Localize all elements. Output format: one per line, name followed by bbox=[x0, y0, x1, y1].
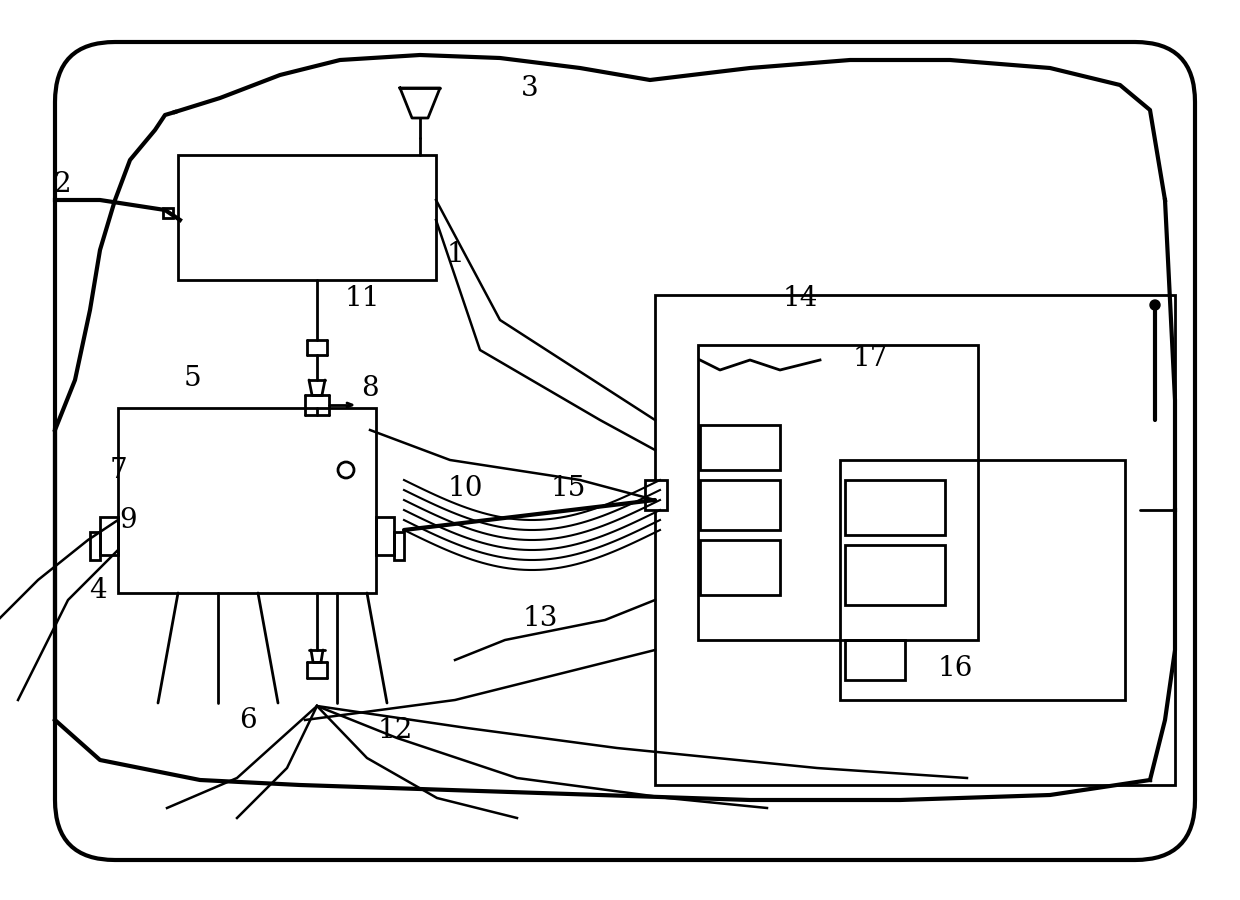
Text: 1: 1 bbox=[446, 241, 464, 268]
Text: 16: 16 bbox=[937, 654, 972, 681]
Text: 8: 8 bbox=[361, 374, 378, 401]
Text: 3: 3 bbox=[521, 75, 539, 102]
Bar bbox=[394, 532, 404, 560]
Text: 2: 2 bbox=[53, 172, 71, 199]
Text: 5: 5 bbox=[184, 364, 201, 392]
Bar bbox=[100, 517, 118, 555]
Text: 7: 7 bbox=[109, 456, 126, 483]
Bar bbox=[701, 540, 780, 595]
Text: 14: 14 bbox=[782, 284, 817, 311]
Text: 12: 12 bbox=[377, 716, 413, 743]
Bar bbox=[655, 295, 1176, 785]
Bar bbox=[844, 545, 945, 605]
Bar bbox=[91, 532, 100, 560]
Bar bbox=[645, 480, 667, 510]
Text: 13: 13 bbox=[522, 605, 558, 632]
Bar bbox=[118, 408, 376, 593]
Bar bbox=[844, 640, 905, 680]
Text: 15: 15 bbox=[551, 474, 585, 501]
Text: 4: 4 bbox=[89, 577, 107, 604]
Bar bbox=[701, 425, 780, 470]
Text: 17: 17 bbox=[852, 345, 888, 372]
Bar bbox=[839, 460, 1125, 700]
Circle shape bbox=[1149, 300, 1159, 310]
Bar bbox=[701, 480, 780, 530]
Text: 11: 11 bbox=[345, 284, 379, 311]
Bar bbox=[179, 155, 436, 280]
Bar bbox=[698, 345, 978, 640]
Bar bbox=[844, 480, 945, 535]
Bar bbox=[376, 517, 394, 555]
Text: 6: 6 bbox=[239, 706, 257, 733]
Bar bbox=[162, 208, 174, 218]
Text: 10: 10 bbox=[448, 474, 482, 501]
Text: 9: 9 bbox=[119, 507, 136, 534]
